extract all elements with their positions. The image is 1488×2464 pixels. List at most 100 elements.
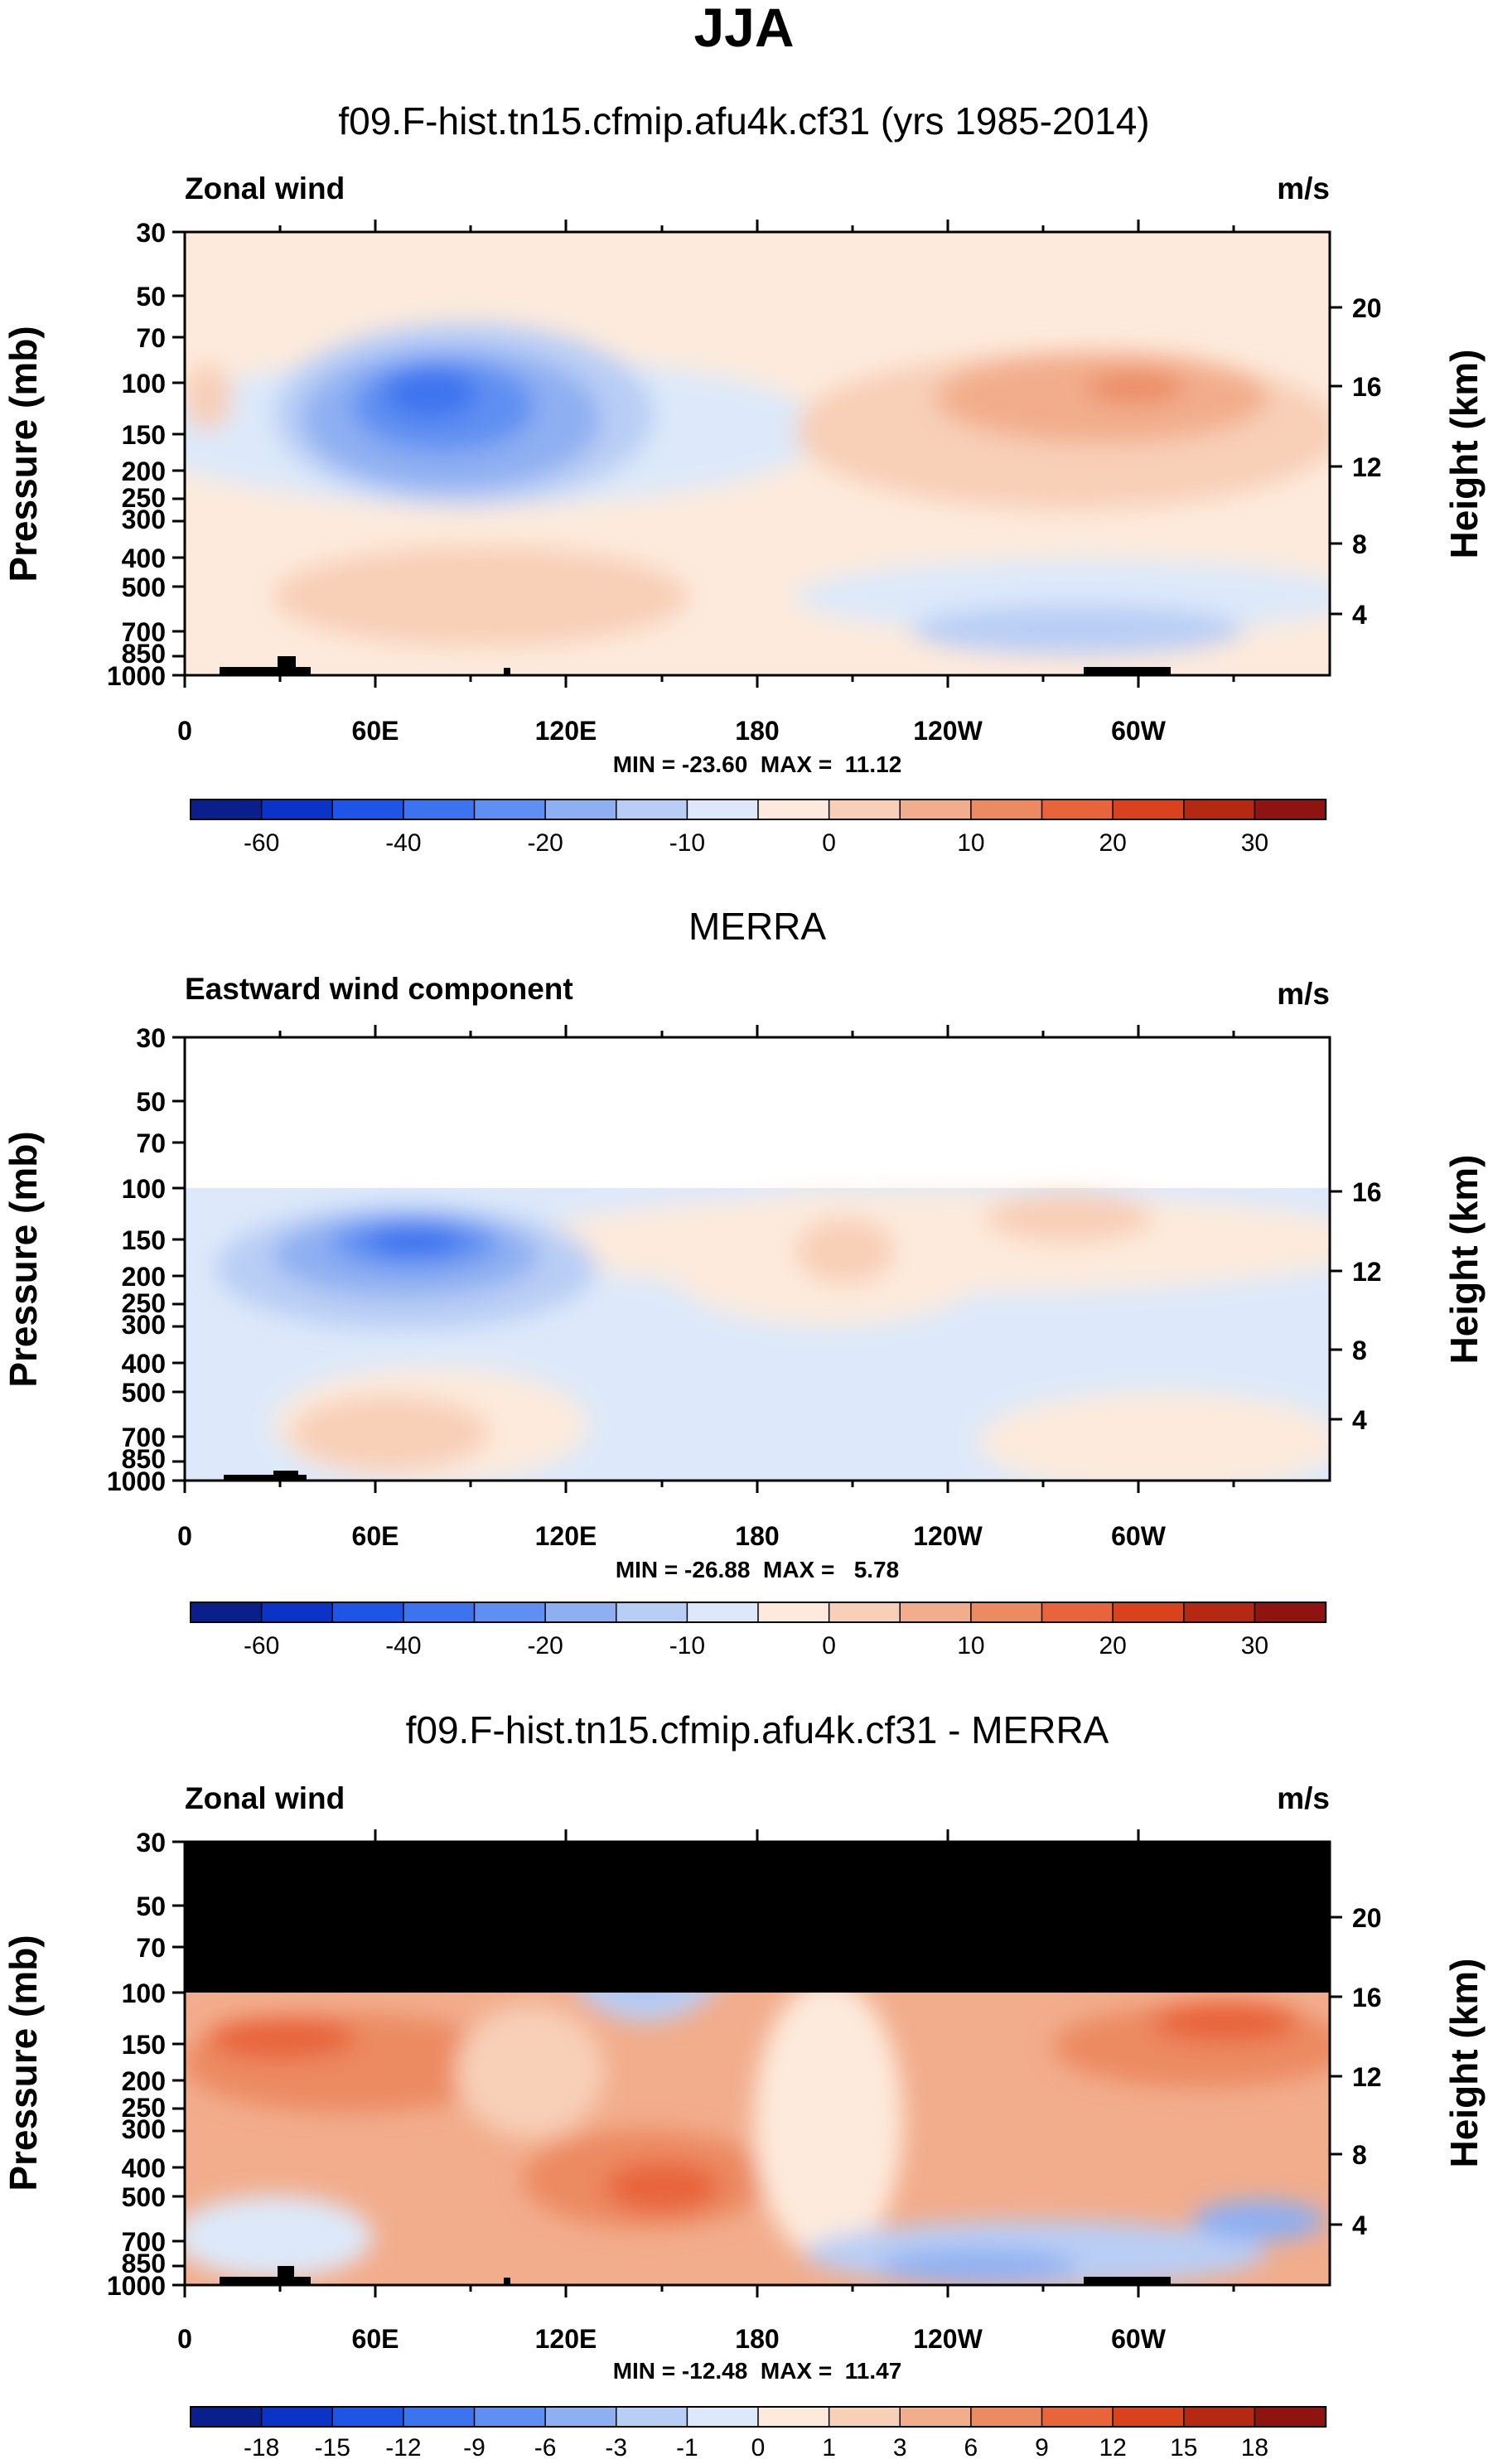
- colorbar-label: -40: [385, 829, 421, 857]
- panel-2-units: m/s: [1277, 977, 1330, 1011]
- panel-1-xtick: 0: [177, 716, 192, 746]
- colorbar-swatch: [757, 2406, 830, 2428]
- colorbar-label: 30: [1241, 829, 1268, 857]
- colorbar-label: 30: [1241, 1632, 1268, 1660]
- panel-2-ytick: 500: [122, 1378, 166, 1408]
- panel-1-ytick: 50: [136, 282, 166, 312]
- colorbar-swatch: [1041, 799, 1114, 820]
- colorbar-label: 1: [822, 2434, 836, 2462]
- colorbar-swatch: [331, 1602, 405, 1623]
- panel-3-stats: MIN = -12.48 MAX = 11.47: [613, 2358, 902, 2384]
- colorbar-label: 0: [822, 829, 836, 857]
- panel-2-ytick: 50: [136, 1087, 166, 1117]
- panel-2-ytick: 100: [122, 1174, 166, 1204]
- colorbar-swatch: [1183, 799, 1256, 820]
- panel-2-right-tick: 12: [1352, 1257, 1382, 1287]
- colorbar-label: 9: [1035, 2434, 1049, 2462]
- colorbar-swatch: [686, 799, 760, 820]
- panel-2-ytick: 300: [122, 1310, 166, 1340]
- colorbar-label: -1: [676, 2434, 698, 2462]
- panel-1-right-tick: 20: [1352, 293, 1382, 323]
- colorbar-swatch: [1183, 2406, 1256, 2428]
- panel-1-xtick: 60E: [352, 716, 399, 746]
- panel-3-topography: [504, 2278, 510, 2285]
- colorbar-label: 15: [1170, 2434, 1197, 2462]
- panel-3-topography: [1084, 2277, 1171, 2285]
- panel-3-masked-upper-region: [185, 1842, 1330, 1993]
- panel-2-contour-lower-red: [290, 1396, 489, 1471]
- colorbar-swatch: [686, 2406, 760, 2428]
- panel-3-ytick: 30: [136, 1828, 166, 1858]
- colorbar-swatch: [1183, 1602, 1256, 1623]
- panel-2-contour-sfc-light: [978, 1392, 1330, 1481]
- panel-3-xtick: 60W: [1111, 2324, 1167, 2354]
- panel-2-contour-jet-core: [369, 1226, 460, 1256]
- panel-1-left-label: Zonal wind: [185, 172, 345, 205]
- panel-1-contour-west-red: [185, 365, 232, 431]
- colorbar-swatch: [899, 2406, 973, 2428]
- panel-3-right-tick: 12: [1352, 2062, 1382, 2092]
- colorbar-swatch: [970, 2406, 1043, 2428]
- panel-2-title: MERRA: [688, 905, 826, 948]
- panel-3-contour-east-core: [1152, 2001, 1301, 2042]
- panel-3-title: f09.F-hist.tn15.cfmip.afu4k.cf31 - MERRA: [406, 1708, 1109, 1751]
- panel-3-topography: [278, 2266, 294, 2285]
- colorbar-swatch: [1041, 2406, 1114, 2428]
- panel-1-ylabel-right: Height (km): [1442, 350, 1486, 559]
- panel-3-ytick: 150: [122, 2030, 166, 2060]
- colorbar-swatch: [1254, 1602, 1327, 1623]
- panel-1-xtick: 180: [735, 716, 779, 746]
- panel-2: MERRA Eastward wind component m/s: [2, 905, 1486, 1660]
- panel-1-contour-easterly-core: [1085, 373, 1185, 403]
- colorbar-swatch: [403, 1602, 476, 1623]
- colorbar-swatch: [757, 1602, 830, 1623]
- panel-2-ytick: 200: [122, 1262, 166, 1292]
- panel-3-contour-lower-core: [605, 2162, 721, 2212]
- panel-2-contour-east-red2: [986, 1193, 1152, 1243]
- colorbar-label: 10: [957, 1632, 984, 1660]
- panel-1-topography: [220, 667, 311, 675]
- panel-1: f09.F-hist.tn15.cfmip.afu4k.cf31 (yrs 19…: [2, 99, 1486, 857]
- colorbar-swatch: [260, 1602, 334, 1623]
- colorbar-label: 3: [893, 2434, 907, 2462]
- colorbar-label: 0: [822, 1632, 836, 1660]
- panel-2-ytick: 250: [122, 1288, 166, 1318]
- colorbar-swatch: [1254, 799, 1327, 820]
- colorbar-label: -6: [534, 2434, 557, 2462]
- colorbar-swatch: [190, 1602, 263, 1623]
- panel-3-contour-neutral: [754, 1980, 903, 2262]
- panel-3-right-tick: 4: [1352, 2210, 1367, 2240]
- panel-1-xtick: 120W: [913, 716, 983, 746]
- panel-2-ytick: 400: [122, 1349, 166, 1379]
- colorbar-swatch: [686, 1602, 760, 1623]
- colorbar-swatch: [473, 799, 547, 820]
- panel-1-ytick: 700: [122, 617, 166, 647]
- panel-1-right-tick: 16: [1352, 372, 1382, 402]
- panel-3-colorbar-box: [190, 2406, 1326, 2428]
- colorbar-swatch: [616, 799, 688, 820]
- panel-2-colorbar-box: [190, 1602, 1326, 1623]
- panel-3-units: m/s: [1277, 1781, 1330, 1815]
- colorbar-swatch: [1041, 1602, 1114, 1623]
- colorbar-label: 20: [1099, 1632, 1126, 1660]
- panel-1-ytick: 250: [122, 483, 166, 513]
- panel-1-colorbar-box: [190, 799, 1326, 820]
- colorbar-swatch: [970, 799, 1043, 820]
- panel-2-topography: [224, 1475, 307, 1481]
- panel-3-ytick: 500: [122, 2182, 166, 2212]
- colorbar-label: -18: [244, 2434, 279, 2462]
- colorbar-label: 18: [1241, 2434, 1268, 2462]
- page-title: JJA: [693, 0, 794, 58]
- colorbar-label: -3: [605, 2434, 627, 2462]
- panel-3-ylabel-right: Height (km): [1442, 1959, 1486, 2168]
- panel-2-xtick: 120E: [535, 1521, 597, 1551]
- panel-1-ytick: 200: [122, 457, 166, 486]
- colorbar-label: -9: [463, 2434, 486, 2462]
- colorbar-swatch: [1112, 799, 1186, 820]
- panel-1-ytick: 400: [122, 544, 166, 573]
- panel-2-ytick: 70: [136, 1128, 166, 1158]
- colorbar-label: 20: [1099, 829, 1126, 857]
- panel-3-ytick: 300: [122, 2114, 166, 2144]
- colorbar-swatch: [331, 2406, 405, 2428]
- colorbar-swatch: [403, 799, 476, 820]
